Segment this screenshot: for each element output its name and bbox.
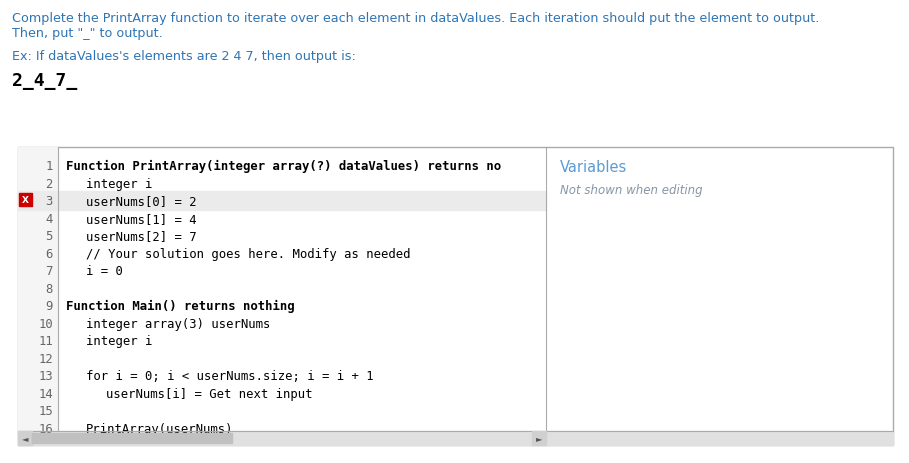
Text: integer array(3) userNums: integer array(3) userNums <box>86 317 270 330</box>
Text: userNums[i] = Get next input: userNums[i] = Get next input <box>106 387 313 400</box>
Text: 14: 14 <box>38 387 53 400</box>
Text: 2: 2 <box>45 177 53 190</box>
Text: integer i: integer i <box>86 335 153 348</box>
Text: PrintArray(userNums): PrintArray(userNums) <box>86 422 234 435</box>
Bar <box>58 192 546 210</box>
Text: Ex: If dataValues's elements are 2 4 7, then output is:: Ex: If dataValues's elements are 2 4 7, … <box>12 50 356 63</box>
Text: 4: 4 <box>45 213 53 225</box>
Text: Function Main() returns nothing: Function Main() returns nothing <box>66 300 295 313</box>
Text: Complete the PrintArray function to iterate over each element in dataValues. Eac: Complete the PrintArray function to iter… <box>12 12 819 25</box>
Bar <box>18 148 58 431</box>
Bar <box>18 431 32 445</box>
Text: 5: 5 <box>45 230 53 243</box>
Text: Then, put "_" to output.: Then, put "_" to output. <box>12 27 163 40</box>
Text: integer i: integer i <box>86 177 153 190</box>
Bar <box>32 433 232 443</box>
Bar <box>18 431 893 445</box>
Text: 7: 7 <box>45 265 53 278</box>
Text: ►: ► <box>535 433 543 443</box>
Text: 13: 13 <box>38 369 53 382</box>
Text: 10: 10 <box>38 317 53 330</box>
Text: // Your solution goes here. Modify as needed: // Your solution goes here. Modify as ne… <box>86 247 411 260</box>
Text: 2_4_7_: 2_4_7_ <box>12 72 77 90</box>
FancyBboxPatch shape <box>18 148 893 445</box>
FancyBboxPatch shape <box>19 194 32 206</box>
Text: 8: 8 <box>45 282 53 295</box>
Text: 3: 3 <box>45 195 53 208</box>
Text: userNums[1] = 4: userNums[1] = 4 <box>86 213 196 225</box>
Bar <box>532 431 546 445</box>
Text: 16: 16 <box>38 422 53 435</box>
Text: 6: 6 <box>45 247 53 260</box>
Text: 9: 9 <box>45 300 53 313</box>
Text: 1: 1 <box>45 160 53 173</box>
Bar <box>18 192 58 210</box>
Text: 15: 15 <box>38 404 53 417</box>
Text: Not shown when editing: Not shown when editing <box>560 184 703 197</box>
Text: 11: 11 <box>38 335 53 348</box>
Text: userNums[2] = 7: userNums[2] = 7 <box>86 230 196 243</box>
Text: i = 0: i = 0 <box>86 265 123 278</box>
Text: 12: 12 <box>38 352 53 365</box>
Text: userNums[0] = 2: userNums[0] = 2 <box>86 195 196 208</box>
Text: ◄: ◄ <box>22 433 28 443</box>
Text: Function PrintArray(integer array(?) dataValues) returns no: Function PrintArray(integer array(?) dat… <box>66 160 501 173</box>
Text: for i = 0; i < userNums.size; i = i + 1: for i = 0; i < userNums.size; i = i + 1 <box>86 369 374 382</box>
Text: Variables: Variables <box>560 160 627 175</box>
Text: X: X <box>22 195 29 205</box>
